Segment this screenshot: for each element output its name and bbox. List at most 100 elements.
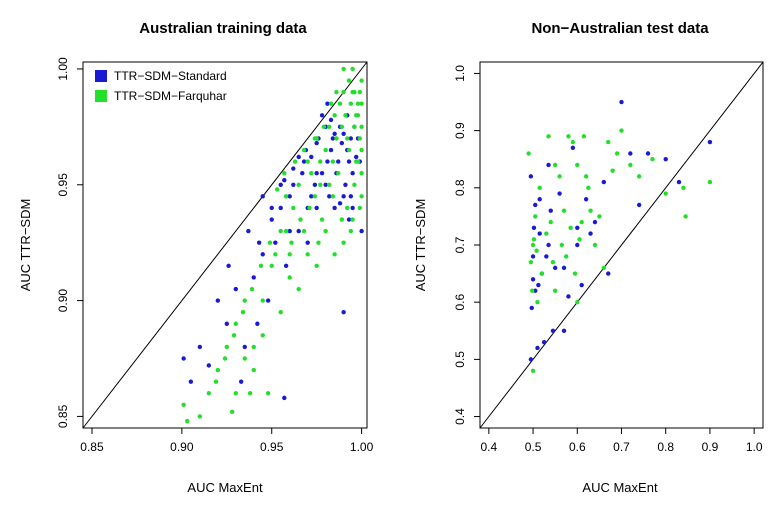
point-standard	[238, 379, 244, 384]
point-standard	[269, 217, 274, 222]
point-standard	[269, 205, 274, 211]
plot-frame	[82, 61, 368, 429]
point-standard	[350, 205, 355, 211]
point-standard	[332, 205, 337, 211]
point-farquhar	[530, 242, 536, 248]
point-farquhar	[339, 124, 345, 130]
point-standard	[339, 140, 345, 146]
x-axis-title: AUC MaxEnt	[187, 480, 263, 495]
point-standard	[242, 344, 247, 350]
point-standard	[300, 170, 305, 176]
reference-line	[479, 61, 764, 429]
point-standard	[206, 363, 212, 368]
legend-label-standard: TTR−SDM−Standard	[114, 69, 227, 83]
point-farquhar	[601, 265, 607, 271]
point-farquhar	[260, 298, 265, 303]
point-farquhar	[548, 219, 553, 225]
point-farquhar	[663, 191, 668, 196]
point-farquhar	[354, 159, 359, 164]
point-standard	[260, 194, 265, 199]
point-standard	[557, 191, 562, 196]
point-standard	[676, 179, 682, 185]
y-tick-label: 1.0	[453, 65, 467, 82]
point-farquhar	[332, 252, 337, 257]
x-tick-label: 0.7	[613, 440, 630, 454]
point-standard	[323, 182, 328, 187]
point-farquhar	[588, 208, 593, 213]
point-standard	[348, 194, 354, 199]
point-farquhar	[334, 136, 339, 141]
point-standard	[197, 344, 203, 350]
point-farquhar	[352, 89, 357, 95]
point-farquhar	[681, 185, 686, 191]
x-tick-label: 0.9	[702, 440, 719, 454]
point-farquhar	[359, 147, 364, 153]
point-standard	[278, 205, 283, 211]
point-farquhar	[610, 168, 615, 173]
point-farquhar	[544, 231, 549, 236]
point-standard	[528, 174, 534, 179]
point-farquhar	[529, 288, 535, 293]
point-standard	[530, 254, 536, 259]
point-farquhar	[296, 286, 301, 292]
chart-title: Australian training data	[139, 20, 307, 37]
point-standard	[260, 252, 265, 257]
point-farquhar	[327, 182, 332, 187]
point-farquhar	[283, 194, 289, 199]
point-standard	[251, 275, 256, 280]
point-farquhar	[341, 89, 346, 95]
point-standard	[533, 288, 538, 293]
point-farquhar	[355, 113, 361, 118]
point-farquhar	[566, 134, 571, 139]
point-farquhar	[312, 194, 318, 199]
point-standard	[601, 179, 607, 185]
point-standard	[256, 240, 262, 245]
point-farquhar	[289, 240, 294, 245]
point-farquhar	[318, 159, 323, 164]
point-farquhar	[581, 134, 587, 139]
point-farquhar	[332, 113, 337, 118]
point-farquhar	[287, 275, 292, 280]
point-farquhar	[552, 288, 558, 293]
point-standard	[273, 240, 278, 245]
point-standard	[312, 182, 318, 187]
point-farquhar	[359, 101, 364, 106]
point-standard	[341, 309, 346, 315]
point-farquhar	[352, 182, 357, 187]
point-farquhar	[357, 205, 363, 211]
x-tick-label: 0.4	[481, 440, 498, 454]
point-farquhar	[251, 367, 256, 373]
point-standard	[550, 328, 556, 333]
point-farquhar	[564, 254, 569, 259]
point-standard	[528, 357, 534, 362]
point-farquhar	[337, 101, 343, 106]
point-farquhar	[287, 252, 292, 257]
point-farquhar	[327, 124, 332, 130]
point-farquhar	[345, 136, 350, 141]
point-standard	[579, 282, 584, 288]
point-farquhar	[345, 205, 350, 211]
point-farquhar	[530, 368, 536, 374]
point-standard	[536, 282, 541, 288]
point-standard	[575, 242, 580, 248]
point-standard	[359, 228, 364, 234]
point-farquhar	[531, 237, 537, 242]
points-group	[526, 99, 713, 374]
point-standard	[619, 99, 624, 105]
tick-group: 0.85 0.90 0.95 1.00 0.85 0.90 0.95 1.00	[56, 57, 374, 454]
point-farquhar	[557, 174, 562, 179]
point-farquhar	[240, 309, 246, 315]
point-farquhar	[305, 252, 310, 257]
point-standard	[341, 194, 346, 199]
point-standard	[314, 205, 319, 211]
point-farquhar	[242, 298, 247, 303]
point-standard	[278, 182, 283, 187]
point-standard	[330, 136, 336, 141]
point-standard	[215, 298, 221, 303]
point-farquhar	[206, 391, 212, 396]
point-farquhar	[628, 162, 633, 168]
point-standard	[283, 263, 289, 269]
point-farquhar	[258, 263, 264, 269]
point-standard	[561, 328, 567, 333]
point-farquhar	[282, 170, 287, 176]
